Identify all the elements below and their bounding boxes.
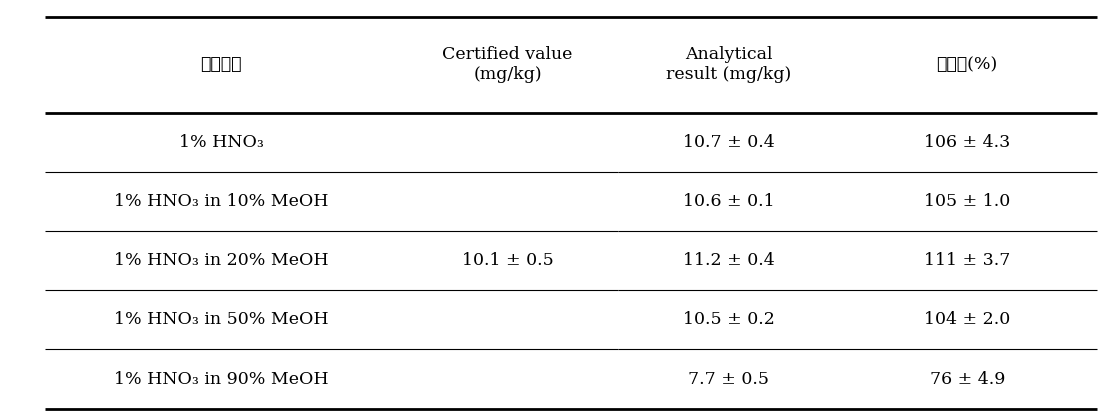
Text: 1% HNO₃ in 50% MeOH: 1% HNO₃ in 50% MeOH — [114, 311, 328, 328]
Text: 회수율(%): 회수율(%) — [937, 56, 998, 73]
Text: 10.7 ± 0.4: 10.7 ± 0.4 — [683, 134, 774, 151]
Text: 10.5 ± 0.2: 10.5 ± 0.2 — [683, 311, 774, 328]
Text: 104 ± 2.0: 104 ± 2.0 — [924, 311, 1010, 328]
Text: 1% HNO₃: 1% HNO₃ — [179, 134, 263, 151]
Text: 106 ± 4.3: 106 ± 4.3 — [924, 134, 1010, 151]
Text: 추출용매: 추출용매 — [200, 56, 242, 73]
Text: 10.6 ± 0.1: 10.6 ± 0.1 — [683, 193, 774, 210]
Text: Analytical
result (mg/kg): Analytical result (mg/kg) — [666, 46, 791, 83]
Text: 10.1 ± 0.5: 10.1 ± 0.5 — [462, 252, 554, 269]
Text: 76 ± 4.9: 76 ± 4.9 — [930, 371, 1005, 387]
Text: Certified value
(mg/kg): Certified value (mg/kg) — [442, 46, 573, 83]
Text: 105 ± 1.0: 105 ± 1.0 — [924, 193, 1010, 210]
Text: 11.2 ± 0.4: 11.2 ± 0.4 — [683, 252, 774, 269]
Text: 1% HNO₃ in 10% MeOH: 1% HNO₃ in 10% MeOH — [114, 193, 328, 210]
Text: 1% HNO₃ in 20% MeOH: 1% HNO₃ in 20% MeOH — [114, 252, 328, 269]
Text: 7.7 ± 0.5: 7.7 ± 0.5 — [688, 371, 769, 387]
Text: 1% HNO₃ in 90% MeOH: 1% HNO₃ in 90% MeOH — [114, 371, 328, 387]
Text: 111 ± 3.7: 111 ± 3.7 — [924, 252, 1010, 269]
